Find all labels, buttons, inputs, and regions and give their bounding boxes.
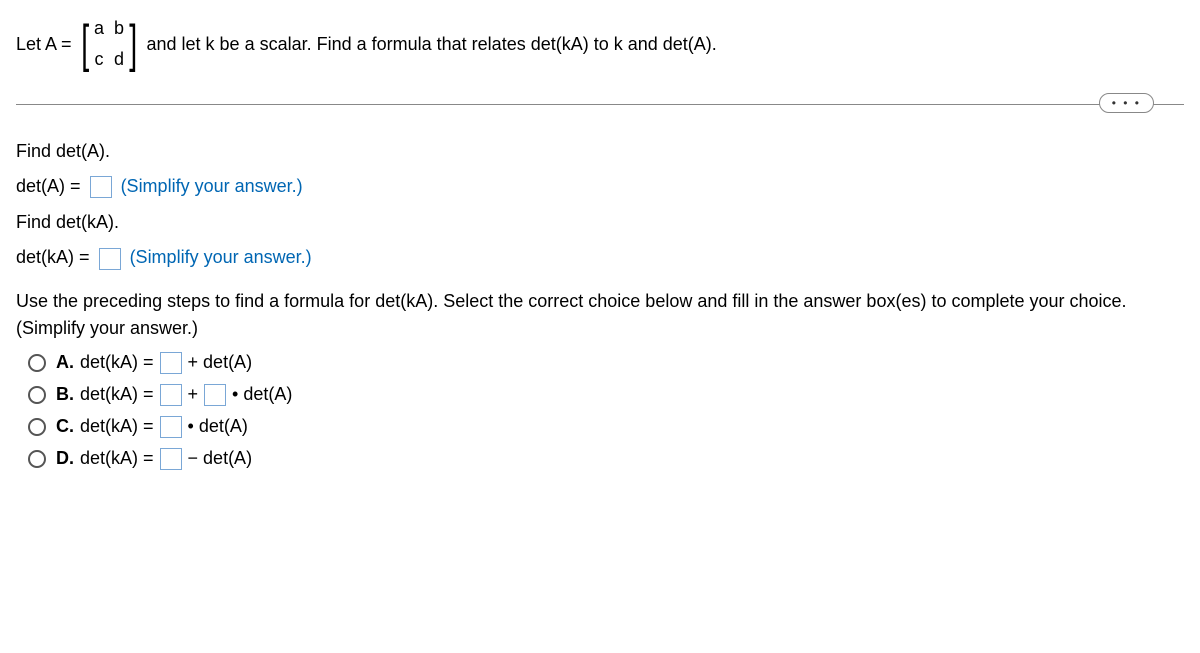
choice-b-post: • det(A) (232, 384, 292, 405)
choice-c-post: • det(A) (188, 416, 248, 437)
choice-b-lhs: det(kA) = (80, 384, 154, 405)
choice-d-radio[interactable] (28, 450, 46, 468)
choice-d-input[interactable] (160, 448, 182, 470)
choice-d-lhs: det(kA) = (80, 448, 154, 469)
part1-hint: (Simplify your answer.) (121, 176, 303, 196)
mc-instruction-sub: (Simplify your answer.) (16, 318, 198, 338)
choice-d: D. det(kA) = − det(A) (28, 448, 1184, 470)
choice-b-input-1[interactable] (160, 384, 182, 406)
choice-c-input[interactable] (160, 416, 182, 438)
choice-b-input-2[interactable] (204, 384, 226, 406)
matrix: [ a b c d ] (78, 14, 141, 74)
part2-hint: (Simplify your answer.) (130, 247, 312, 267)
question-stem: Let A = [ a b c d ] and let k be a scala… (16, 14, 1184, 74)
choice-b-radio[interactable] (28, 386, 46, 404)
matrix-cell: c (94, 49, 104, 70)
choices-group: A. det(kA) = + det(A) B. det(kA) = + • d… (16, 352, 1184, 470)
left-bracket-icon: [ (81, 18, 89, 70)
part2-answer-row: det(kA) = (Simplify your answer.) (16, 247, 1184, 269)
choice-a-radio[interactable] (28, 354, 46, 372)
part1-prompt: Find det(A). (16, 141, 1184, 162)
stem-tail: and let k be a scalar. Find a formula th… (147, 34, 717, 55)
choice-d-letter: D. (56, 448, 74, 469)
part1-answer-row: det(A) = (Simplify your answer.) (16, 176, 1184, 198)
matrix-cell: b (114, 18, 124, 39)
choice-a-post: + det(A) (188, 352, 253, 373)
choice-c: C. det(kA) = • det(A) (28, 416, 1184, 438)
choice-c-letter: C. (56, 416, 74, 437)
choice-a-letter: A. (56, 352, 74, 373)
mc-instruction-text: Use the preceding steps to find a formul… (16, 291, 1127, 311)
matrix-cells: a b c d (92, 14, 126, 74)
detkA-lhs: det(kA) = (16, 247, 90, 267)
choice-b: B. det(kA) = + • det(A) (28, 384, 1184, 406)
choice-d-post: − det(A) (188, 448, 253, 469)
choice-c-radio[interactable] (28, 418, 46, 436)
separator-rule: • • • (16, 104, 1184, 105)
mc-instruction: Use the preceding steps to find a formul… (16, 288, 1184, 342)
choice-a: A. det(kA) = + det(A) (28, 352, 1184, 374)
stem-lead: Let A = (16, 34, 72, 55)
detA-lhs: det(A) = (16, 176, 81, 196)
choice-a-input[interactable] (160, 352, 182, 374)
right-bracket-icon: ] (129, 18, 137, 70)
part2-prompt: Find det(kA). (16, 212, 1184, 233)
choice-b-letter: B. (56, 384, 74, 405)
matrix-cell: d (114, 49, 124, 70)
detA-input[interactable] (90, 176, 112, 198)
more-options-button[interactable]: • • • (1099, 93, 1154, 113)
choice-c-lhs: det(kA) = (80, 416, 154, 437)
matrix-cell: a (94, 18, 104, 39)
choice-b-mid: + (188, 384, 199, 405)
choice-a-lhs: det(kA) = (80, 352, 154, 373)
detkA-input[interactable] (99, 248, 121, 270)
